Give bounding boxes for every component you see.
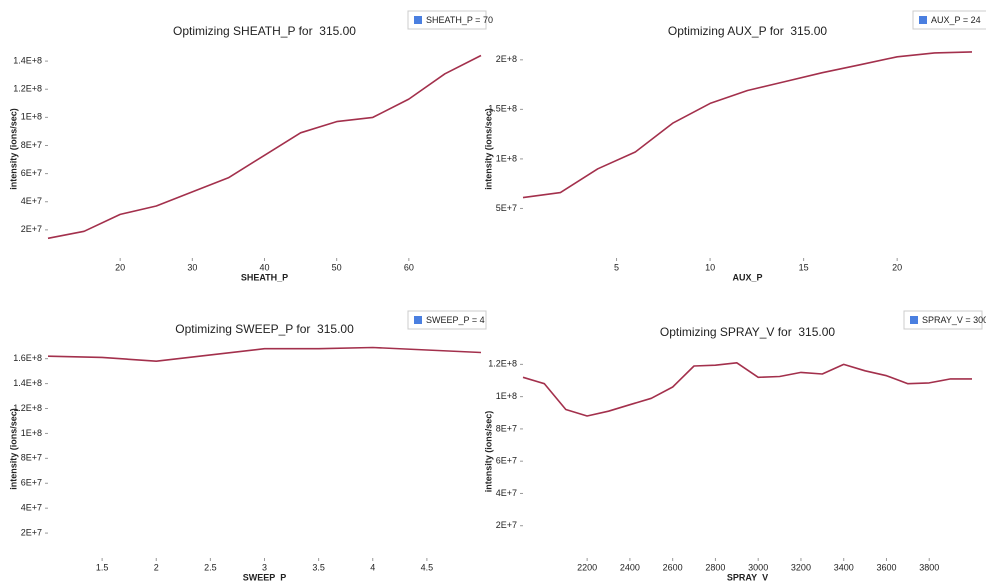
x-tick-label: 3200 <box>791 562 811 572</box>
x-tick-label: 3.5 <box>312 562 325 572</box>
x-tick-label: 20 <box>892 262 902 272</box>
x-axis-title: SHEATH_P <box>241 272 288 282</box>
x-tick-label: 15 <box>799 262 809 272</box>
legend-text: SPRAY_V = 3000 <box>922 315 986 325</box>
chart-panel: Optimizing SWEEP_P for 315.00 SWEEP_P inte… <box>8 310 487 581</box>
data-line <box>522 362 972 417</box>
y-tick-label: 1.2E+8 <box>488 359 517 369</box>
legend-box <box>912 10 986 30</box>
y-tick-label: 2E+7 <box>496 520 517 530</box>
x-tick-label: 60 <box>404 262 414 272</box>
y-tick-label: 4E+7 <box>496 488 517 498</box>
x-tick-label: 30 <box>187 262 197 272</box>
x-tick-label: 40 <box>259 262 269 272</box>
x-tick-label: 4.5 <box>421 562 434 572</box>
y-tick-label: 1.2E+8 <box>13 403 42 413</box>
x-tick-label: 4 <box>370 562 375 572</box>
y-tick-label: 6E+7 <box>21 478 42 488</box>
y-tick-label: 4E+7 <box>21 196 42 206</box>
y-tick-label: 1E+8 <box>21 428 42 438</box>
y-tick-label: 8E+7 <box>496 423 517 433</box>
x-tick-label: 20 <box>115 262 125 272</box>
y-tick-label: 2E+7 <box>21 224 42 234</box>
x-tick-label: 3 <box>262 562 267 572</box>
x-tick-label: 5 <box>614 262 619 272</box>
x-axis-title: AUX_P <box>732 272 762 282</box>
legend-box <box>407 10 487 30</box>
y-tick-label: 5E+7 <box>496 203 517 213</box>
x-axis-title: SPRAY_V <box>727 572 768 581</box>
x-tick-label: 10 <box>705 262 715 272</box>
x-tick-label: 3600 <box>876 562 896 572</box>
y-tick-label: 2E+8 <box>496 54 517 64</box>
y-tick-label: 1.5E+8 <box>488 104 517 114</box>
data-line <box>522 51 973 199</box>
y-tick-label: 2E+7 <box>21 527 42 537</box>
chart-panel: Optimizing SPRAY_V for 315.00 SPRAY_V inte… <box>483 310 986 581</box>
y-tick-label: 1E+8 <box>496 391 517 401</box>
legend-box <box>903 310 983 330</box>
legend-swatch <box>414 316 422 324</box>
y-tick-label: 8E+7 <box>21 140 42 150</box>
y-tick-label: 1.6E+8 <box>13 353 42 363</box>
chart-title: Optimizing SWEEP_P for 315.00 <box>175 322 354 336</box>
legend-text: AUX_P = 24 <box>931 15 981 25</box>
x-tick-label: 2400 <box>620 562 640 572</box>
legend-text: SHEATH_P = 70 <box>426 15 493 25</box>
y-axis-title: intensity (ions/sec) <box>8 108 18 190</box>
x-tick-label: 2600 <box>663 562 683 572</box>
y-tick-label: 1.2E+8 <box>13 84 42 94</box>
x-tick-label: 3800 <box>919 562 939 572</box>
y-tick-label: 6E+7 <box>21 168 42 178</box>
chart-panel: Optimizing AUX_P for 315.00 AUX_P intensit… <box>483 10 986 282</box>
x-tick-label: 50 <box>332 262 342 272</box>
y-axis-title: intensity (ions/sec) <box>483 411 493 493</box>
y-tick-label: 8E+7 <box>21 453 42 463</box>
x-tick-label: 2 <box>154 562 159 572</box>
y-tick-label: 1.4E+8 <box>13 378 42 388</box>
x-tick-label: 1.5 <box>96 562 109 572</box>
y-tick-label: 6E+7 <box>496 456 517 466</box>
chart-title: Optimizing AUX_P for 315.00 <box>668 24 828 38</box>
x-axis-title: SWEEP_P <box>243 572 287 581</box>
y-axis-title: intensity (ions/sec) <box>8 408 18 490</box>
chart-panel: Optimizing SHEATH_P for 315.00 SHEATH_P in… <box>8 10 493 282</box>
chart-title: Optimizing SPRAY_V for 315.00 <box>660 325 836 339</box>
x-tick-label: 3000 <box>748 562 768 572</box>
legend-box <box>407 310 487 330</box>
legend-swatch <box>919 16 927 24</box>
x-tick-label: 2.5 <box>204 562 217 572</box>
y-tick-label: 4E+7 <box>21 503 42 513</box>
y-tick-label: 1E+8 <box>496 153 517 163</box>
y-axis-title: intensity (ions/sec) <box>483 108 493 190</box>
data-line <box>47 54 482 240</box>
legend-swatch <box>910 316 918 324</box>
legend-text: SWEEP_P = 4 <box>426 315 485 325</box>
x-tick-label: 2200 <box>577 562 597 572</box>
y-tick-label: 1.4E+8 <box>13 55 42 65</box>
legend-swatch <box>414 16 422 24</box>
chart-title: Optimizing SHEATH_P for 315.00 <box>173 24 356 38</box>
data-line <box>47 346 482 362</box>
x-tick-label: 3400 <box>834 562 854 572</box>
y-tick-label: 1E+8 <box>21 112 42 122</box>
x-tick-label: 2800 <box>705 562 725 572</box>
